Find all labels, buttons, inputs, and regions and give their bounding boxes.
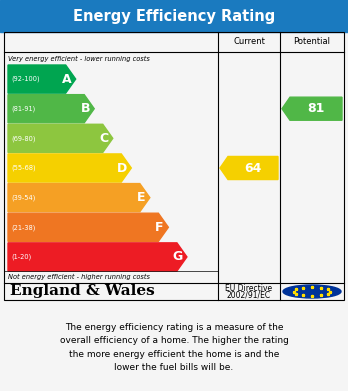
Text: E: E (136, 191, 145, 204)
Polygon shape (282, 97, 342, 120)
Text: EU Directive: EU Directive (226, 284, 272, 294)
Text: (92-100): (92-100) (11, 76, 40, 83)
Text: (69-80): (69-80) (11, 135, 35, 142)
Text: 2002/91/EC: 2002/91/EC (227, 291, 271, 300)
Text: (81-91): (81-91) (11, 106, 35, 112)
Polygon shape (8, 95, 94, 123)
Text: D: D (117, 161, 127, 174)
Text: (55-68): (55-68) (11, 165, 35, 171)
Text: The energy efficiency rating is a measure of the
overall efficiency of a home. T: The energy efficiency rating is a measur… (60, 323, 288, 372)
Text: B: B (80, 102, 90, 115)
Polygon shape (8, 213, 168, 241)
Polygon shape (220, 156, 278, 179)
Text: 81: 81 (307, 102, 325, 115)
Text: 64: 64 (244, 161, 262, 174)
Polygon shape (8, 183, 150, 212)
Text: C: C (99, 132, 108, 145)
Polygon shape (8, 243, 187, 271)
Text: (21-38): (21-38) (11, 224, 35, 231)
Text: Very energy efficient - lower running costs: Very energy efficient - lower running co… (8, 56, 150, 61)
Text: Potential: Potential (293, 38, 331, 47)
Bar (4, 32, 344, 300)
Text: G: G (173, 250, 183, 264)
Text: (39-54): (39-54) (11, 194, 35, 201)
Bar (0, 0, 348, 32)
Text: Not energy efficient - higher running costs: Not energy efficient - higher running co… (8, 274, 150, 280)
Text: (1-20): (1-20) (11, 254, 31, 260)
Polygon shape (8, 65, 76, 93)
Text: Current: Current (233, 38, 265, 47)
Polygon shape (8, 124, 113, 152)
Text: Energy Efficiency Rating: Energy Efficiency Rating (73, 9, 275, 23)
Ellipse shape (283, 285, 341, 298)
Text: A: A (62, 73, 71, 86)
Text: England & Wales: England & Wales (10, 285, 155, 298)
Polygon shape (8, 154, 131, 182)
Text: F: F (155, 221, 164, 234)
